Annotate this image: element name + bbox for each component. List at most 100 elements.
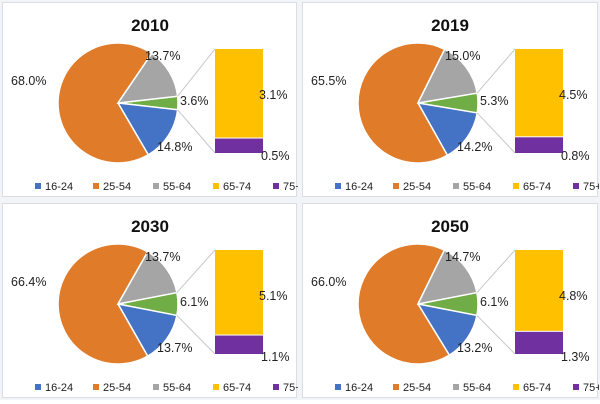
legend: 16-24 25-54 55-64 65-74 75+ bbox=[335, 382, 600, 394]
data-label-other: 6.1% bbox=[480, 295, 509, 309]
data-label-65-74: 4.8% bbox=[559, 289, 588, 303]
legend-swatch bbox=[573, 183, 579, 189]
pie-slice-16-24 bbox=[116, 302, 178, 358]
bar-segment-65-74 bbox=[515, 250, 563, 331]
pie-slice-16-24 bbox=[416, 102, 479, 157]
legend-label: 25-54 bbox=[403, 181, 431, 193]
legend-swatch bbox=[393, 183, 399, 189]
legend-label: 16-24 bbox=[45, 382, 73, 394]
connector-line bbox=[176, 249, 216, 293]
chart-title: 2030 bbox=[131, 217, 169, 236]
data-label-55-64: 14.7% bbox=[445, 250, 480, 264]
connector-line bbox=[177, 48, 216, 97]
chart-panel-2019: 2019 65.5% 15.0% 5.3% 14.2% 4.5% 0.8% 16-24 25-5… bbox=[302, 2, 600, 197]
pie-slice-55-64 bbox=[416, 249, 478, 306]
bar-segment-75+ bbox=[215, 335, 263, 354]
connector-line bbox=[177, 109, 216, 154]
legend-label: 75+ bbox=[283, 382, 298, 394]
pie-slice-25-54 bbox=[357, 42, 449, 164]
pie-slice-16-24 bbox=[116, 102, 179, 156]
data-label-75+: 1.1% bbox=[261, 350, 290, 364]
data-label-55-64: 13.7% bbox=[145, 49, 180, 63]
legend-swatch bbox=[335, 183, 341, 189]
data-label-25-54: 68.0% bbox=[11, 74, 46, 88]
legend-label: 16-24 bbox=[45, 181, 73, 193]
legend-label: 65-74 bbox=[223, 181, 251, 193]
chart-svg: 2019 65.5% 15.0% 5.3% 14.2% 4.5% 0.8% 16-24 25-5… bbox=[311, 16, 600, 193]
pie-slice-25-54 bbox=[57, 42, 153, 164]
chart-panel-2050: 2050 66.0% 14.7% 6.1% 13.2% 4.8% 1.3% 16-24 25-5… bbox=[302, 203, 600, 398]
bar-segment-65-74 bbox=[215, 49, 263, 138]
data-label-16-24: 14.8% bbox=[157, 140, 192, 154]
legend-swatch bbox=[273, 384, 279, 390]
legend-label: 65-74 bbox=[223, 382, 251, 394]
chart-title: 2019 bbox=[431, 16, 469, 35]
legend: 16-24 25-54 55-64 65-74 75+ bbox=[35, 181, 302, 193]
legend-label: 25-54 bbox=[403, 382, 431, 394]
pie-slice-25-54 bbox=[57, 243, 149, 365]
connector-line bbox=[476, 249, 516, 293]
data-label-25-54: 66.0% bbox=[311, 275, 346, 289]
legend-label: 16-24 bbox=[345, 181, 373, 193]
legend-label: 25-54 bbox=[103, 181, 131, 193]
connector-line bbox=[476, 112, 516, 154]
data-label-16-24: 13.7% bbox=[157, 341, 192, 355]
bar-segment-65-74 bbox=[215, 250, 263, 335]
connector-line bbox=[176, 315, 216, 355]
legend: 16-24 25-54 55-64 65-74 75+ bbox=[335, 181, 600, 193]
legend-label: 55-64 bbox=[163, 181, 191, 193]
legend-label: 75+ bbox=[283, 181, 298, 193]
data-label-16-24: 13.2% bbox=[457, 341, 492, 355]
bar-segment-75+ bbox=[215, 138, 263, 153]
legend-swatch bbox=[153, 183, 159, 189]
data-label-75+: 0.8% bbox=[561, 149, 590, 163]
legend-swatch bbox=[453, 384, 459, 390]
connector-line bbox=[476, 48, 516, 94]
data-label-other: 6.1% bbox=[180, 295, 209, 309]
chart-panel-2010: 2010 68.0% 13.7% 3.6% 14.8% 3.1% 0.5% 16-24 25-5… bbox=[2, 2, 302, 197]
legend-label: 75+ bbox=[583, 382, 599, 394]
legend-label: 65-74 bbox=[523, 382, 551, 394]
legend-swatch bbox=[453, 183, 459, 189]
data-label-75+: 0.5% bbox=[261, 149, 290, 163]
data-label-25-54: 65.5% bbox=[311, 74, 346, 88]
legend-swatch bbox=[213, 183, 219, 189]
data-label-16-24: 14.2% bbox=[457, 140, 492, 154]
legend-label: 25-54 bbox=[103, 382, 131, 394]
legend-swatch bbox=[513, 183, 519, 189]
data-label-65-74: 5.1% bbox=[259, 289, 288, 303]
legend: 16-24 25-54 55-64 65-74 75+ bbox=[35, 382, 302, 394]
legend-swatch bbox=[213, 384, 219, 390]
legend-swatch bbox=[335, 384, 341, 390]
legend-label: 65-74 bbox=[523, 181, 551, 193]
legend-swatch bbox=[273, 183, 279, 189]
legend-swatch bbox=[573, 384, 579, 390]
legend-swatch bbox=[393, 384, 399, 390]
data-label-other: 5.3% bbox=[480, 94, 509, 108]
data-label-75+: 1.3% bbox=[561, 350, 590, 364]
data-label-other: 3.6% bbox=[180, 94, 209, 108]
legend-swatch bbox=[35, 384, 41, 390]
connector-line bbox=[476, 315, 516, 355]
legend-label: 55-64 bbox=[463, 382, 491, 394]
data-label-65-74: 3.1% bbox=[259, 88, 288, 102]
legend-swatch bbox=[93, 183, 99, 189]
legend-label: 75+ bbox=[583, 181, 599, 193]
legend-label: 16-24 bbox=[345, 382, 373, 394]
chart-svg: 2050 66.0% 14.7% 6.1% 13.2% 4.8% 1.3% 16-24 25-5… bbox=[311, 217, 600, 394]
legend-swatch bbox=[35, 183, 41, 189]
data-label-55-64: 15.0% bbox=[445, 49, 480, 63]
bar-segment-75+ bbox=[515, 331, 563, 354]
data-label-55-64: 13.7% bbox=[145, 250, 180, 264]
chart-title: 2050 bbox=[431, 217, 469, 236]
chart-svg: 2030 66.4% 13.7% 6.1% 13.7% 5.1% 1.1% 16-24 25-5… bbox=[11, 217, 302, 394]
bar-segment-65-74 bbox=[515, 49, 563, 137]
bar-segment-75+ bbox=[515, 137, 563, 153]
legend-swatch bbox=[513, 384, 519, 390]
pie-slice-55-64 bbox=[416, 48, 479, 104]
chart-title: 2010 bbox=[131, 16, 169, 35]
pie-slice-55-64 bbox=[116, 250, 178, 306]
legend-label: 55-64 bbox=[463, 181, 491, 193]
data-label-25-54: 66.4% bbox=[11, 275, 46, 289]
